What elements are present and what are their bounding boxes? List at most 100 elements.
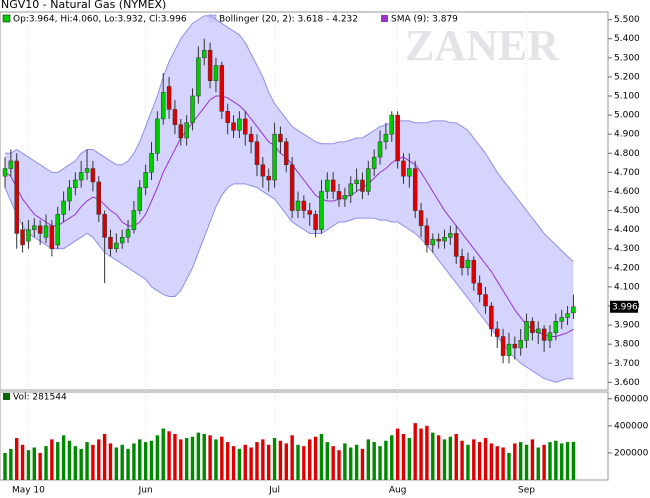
candle-body bbox=[143, 172, 148, 188]
volume-bar bbox=[472, 439, 476, 480]
candle-body bbox=[313, 214, 318, 230]
volume-bar bbox=[114, 447, 119, 480]
y-tick-label: 600000 bbox=[614, 394, 649, 404]
volume-bar bbox=[477, 442, 482, 480]
watermark: ZANER bbox=[405, 21, 560, 70]
candle-body bbox=[565, 313, 570, 318]
candle-body bbox=[518, 340, 523, 349]
volume-bar bbox=[319, 433, 324, 480]
y-tick-label: 5.400 bbox=[614, 34, 640, 44]
candle-body bbox=[196, 57, 201, 97]
volume-bar bbox=[536, 447, 540, 480]
candle-body bbox=[184, 122, 189, 139]
y-tick-label: 3.900 bbox=[614, 321, 640, 331]
candle-body bbox=[448, 233, 453, 238]
y-tick-label: 4.500 bbox=[614, 206, 640, 216]
volume-bar bbox=[366, 439, 371, 480]
volume-bar bbox=[32, 447, 36, 480]
volume-bar bbox=[73, 446, 78, 480]
candle-body bbox=[401, 160, 406, 177]
candle-body bbox=[366, 168, 371, 192]
volume-bar bbox=[38, 452, 42, 480]
volume-bar bbox=[554, 440, 558, 480]
volume-bar bbox=[15, 438, 19, 480]
volume-bar bbox=[108, 443, 113, 480]
volume-bar bbox=[354, 444, 359, 480]
candle-body bbox=[190, 95, 195, 123]
legend-ohlc: Op:3.964, Hi:4.060, Lo:3.932, Cl:3.996 bbox=[13, 15, 187, 25]
volume-bar bbox=[378, 446, 382, 480]
volume-bar bbox=[267, 444, 271, 480]
y-tick-label: 4.300 bbox=[614, 244, 640, 254]
volume-bar bbox=[407, 438, 412, 480]
legend-swatch bbox=[3, 393, 10, 400]
volume-bar bbox=[155, 435, 160, 480]
volume-bar bbox=[50, 439, 54, 480]
candle-body bbox=[119, 237, 125, 244]
candle-body bbox=[237, 118, 242, 131]
candle-body bbox=[477, 282, 482, 295]
volume-bar bbox=[308, 439, 312, 480]
candle-body bbox=[26, 229, 31, 242]
volume-bar bbox=[102, 433, 107, 480]
candle-body bbox=[248, 133, 254, 143]
volume-bar bbox=[97, 439, 101, 480]
volume-bar bbox=[448, 436, 453, 480]
x-tick-label: Jul bbox=[268, 486, 280, 496]
volume-bar bbox=[571, 441, 576, 480]
candle-body bbox=[547, 332, 553, 341]
chart-title: NGV10 - Natural Gas (NYMEX) bbox=[1, 0, 166, 11]
candle-body bbox=[149, 153, 154, 173]
legend-sma: SMA (9): 3.879 bbox=[391, 15, 458, 25]
volume-bar bbox=[489, 443, 494, 480]
candle-body bbox=[506, 343, 512, 356]
volume-bar bbox=[167, 431, 171, 480]
volume-bar bbox=[325, 442, 329, 480]
volume-bar bbox=[460, 440, 464, 480]
volume-bar bbox=[560, 443, 564, 480]
volume-bar bbox=[231, 446, 236, 480]
candle-body bbox=[96, 181, 102, 215]
candle-body bbox=[530, 321, 535, 333]
volume-bar bbox=[255, 442, 259, 480]
candle-body bbox=[418, 210, 424, 227]
candle-body bbox=[201, 49, 207, 59]
y-tick-label: 4.400 bbox=[614, 225, 640, 235]
candle-body bbox=[465, 259, 471, 269]
candle-body bbox=[90, 168, 96, 183]
candle-body bbox=[67, 187, 72, 202]
volume-bar bbox=[56, 442, 60, 480]
y-tick-label: 5.500 bbox=[614, 15, 640, 25]
candle-body bbox=[325, 179, 330, 192]
volume-bar bbox=[395, 428, 400, 480]
candle-body bbox=[172, 109, 178, 125]
volume-bar bbox=[208, 435, 212, 480]
candle-body bbox=[336, 191, 342, 200]
volume-bar bbox=[249, 447, 253, 480]
volume-bar bbox=[272, 438, 277, 480]
y-tick-label: 3.600 bbox=[614, 378, 640, 388]
candle-body bbox=[266, 175, 271, 181]
candle-body bbox=[524, 321, 529, 341]
candle-body bbox=[14, 160, 19, 234]
candle-body bbox=[20, 229, 25, 246]
x-tick-label: Jun bbox=[138, 486, 153, 496]
volume-bar bbox=[565, 442, 570, 480]
volume-bar bbox=[425, 425, 429, 480]
candle-body bbox=[389, 114, 395, 135]
bollinger-upper bbox=[5, 15, 574, 263]
volume-bar bbox=[225, 442, 230, 480]
candle-body bbox=[61, 200, 66, 215]
volume-bar bbox=[313, 436, 318, 480]
y-tick-label: 4.200 bbox=[614, 263, 640, 273]
candle-body bbox=[49, 225, 55, 249]
last-price-label: 3.996 bbox=[612, 302, 638, 312]
volume-bar bbox=[190, 436, 195, 480]
volume-bar bbox=[401, 433, 406, 480]
candle-body bbox=[55, 214, 60, 246]
volume-bar bbox=[431, 432, 435, 480]
volume-bar bbox=[44, 446, 48, 480]
candle-body bbox=[354, 179, 359, 185]
candle-body bbox=[489, 305, 494, 330]
x-tick-label: May 10 bbox=[12, 486, 45, 496]
